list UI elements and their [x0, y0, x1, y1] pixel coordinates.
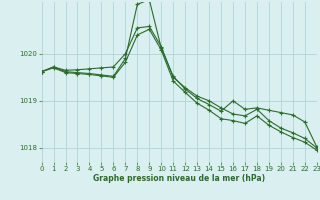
X-axis label: Graphe pression niveau de la mer (hPa): Graphe pression niveau de la mer (hPa) [93, 174, 265, 183]
